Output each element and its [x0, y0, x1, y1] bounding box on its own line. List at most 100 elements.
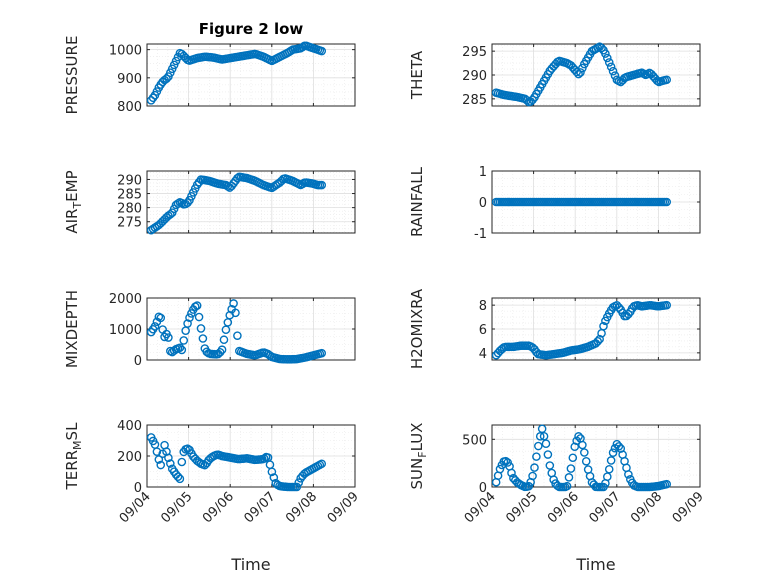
y-axis-label: THETA — [408, 50, 426, 100]
y-tick-label: 285 — [117, 188, 142, 203]
y-tick-label: 6 — [479, 323, 487, 338]
subplot-theta: 285 290 295 THETA — [408, 42, 701, 108]
data-point — [601, 49, 610, 58]
data-point — [580, 448, 589, 457]
data-point — [572, 67, 581, 77]
data-point — [177, 345, 187, 355]
data-point — [662, 300, 672, 310]
y-tick-label: 0 — [134, 481, 142, 496]
x-axis-label: Time — [575, 555, 615, 574]
y-tick-label: 0 — [479, 481, 487, 496]
x-tick-label: 09/08 — [283, 489, 320, 526]
x-tick-label: 09/08 — [628, 489, 665, 526]
data-point — [599, 321, 608, 331]
y-tick-label: 0 — [134, 354, 142, 369]
x-tick-label: 09/06 — [545, 489, 582, 526]
data-point — [574, 432, 583, 441]
data-point — [175, 474, 185, 484]
data-point — [231, 308, 240, 318]
data-point — [198, 334, 208, 343]
series-markers — [146, 299, 327, 364]
data-point — [185, 313, 194, 323]
data-point — [154, 455, 164, 464]
data-point — [534, 441, 543, 451]
data-point — [166, 459, 175, 468]
data-point — [662, 197, 672, 207]
y-tick-label: 500 — [462, 433, 487, 448]
y-axis-label: PRESSURE — [63, 36, 81, 115]
y-tick-label: 400 — [117, 419, 142, 434]
data-point — [164, 333, 173, 342]
data-point — [541, 439, 551, 449]
y-tick-label: 2000 — [109, 292, 142, 307]
data-point — [177, 198, 187, 208]
data-point — [507, 468, 516, 478]
data-point — [543, 450, 553, 459]
x-tick-label: 09/07 — [242, 489, 279, 526]
data-point — [229, 299, 238, 308]
data-point — [530, 463, 539, 472]
data-point — [535, 432, 545, 441]
series-markers — [146, 433, 327, 492]
y-axis-label: SUNFLUX — [408, 423, 429, 490]
data-point — [177, 457, 187, 467]
y-tick-label: -1 — [474, 227, 487, 242]
data-point — [317, 180, 327, 190]
data-point — [606, 62, 616, 72]
y-tick-label: 800 — [117, 100, 142, 115]
data-point — [578, 440, 587, 450]
series-markers — [491, 42, 672, 107]
data-point — [267, 467, 277, 477]
subplot-h2omixra: 4 6 8 H2OMIXRA — [408, 288, 701, 369]
series-markers — [146, 41, 327, 105]
subplot-rainfall: -1 0 1 RAINFALL — [408, 165, 701, 242]
data-point — [196, 324, 206, 333]
x-tick-label: 09/09 — [670, 489, 707, 526]
x-tick-label: 09/09 — [325, 489, 362, 526]
data-point — [603, 472, 612, 482]
data-point — [192, 301, 202, 310]
data-point — [562, 481, 572, 491]
subplot-mixdepth: 0 1000 2000 MIXDEPTH — [63, 290, 356, 369]
data-point — [233, 331, 242, 340]
data-point — [603, 53, 612, 63]
subplot-pressure: 800 900 1000 Figure 2 low PRESSURE — [63, 20, 356, 115]
data-point — [317, 348, 327, 358]
data-point — [175, 343, 185, 353]
y-axis-label: RAINFALL — [408, 166, 426, 237]
chart-title: Figure 2 low — [199, 20, 304, 38]
data-point — [593, 337, 603, 346]
data-point — [292, 482, 302, 492]
data-point — [566, 464, 576, 473]
data-point — [150, 322, 160, 331]
data-point — [152, 447, 162, 456]
data-point — [606, 456, 616, 465]
data-point — [217, 345, 227, 355]
y-axis-label: TERRMSL — [63, 422, 84, 491]
data-point — [539, 431, 549, 441]
data-point — [597, 43, 606, 53]
data-point — [164, 453, 173, 463]
y-axis-label: MIXDEPTH — [63, 290, 81, 368]
y-tick-label: 200 — [117, 450, 142, 465]
data-point — [614, 442, 624, 451]
data-point — [528, 95, 537, 105]
data-point — [522, 95, 532, 105]
data-point — [162, 74, 171, 83]
series-markers — [146, 172, 327, 235]
y-tick-label: 295 — [462, 45, 487, 60]
y-tick-label: 1000 — [109, 323, 142, 338]
data-point — [574, 69, 583, 79]
series-markers — [491, 300, 672, 360]
x-tick-label: 09/06 — [200, 489, 237, 526]
data-point — [568, 453, 578, 463]
data-point — [608, 66, 618, 76]
data-point — [156, 313, 166, 323]
series-markers — [491, 197, 672, 207]
y-tick-label: 280 — [117, 202, 142, 217]
data-point — [495, 464, 505, 474]
y-tick-label: 900 — [117, 72, 142, 87]
data-point — [604, 58, 614, 67]
